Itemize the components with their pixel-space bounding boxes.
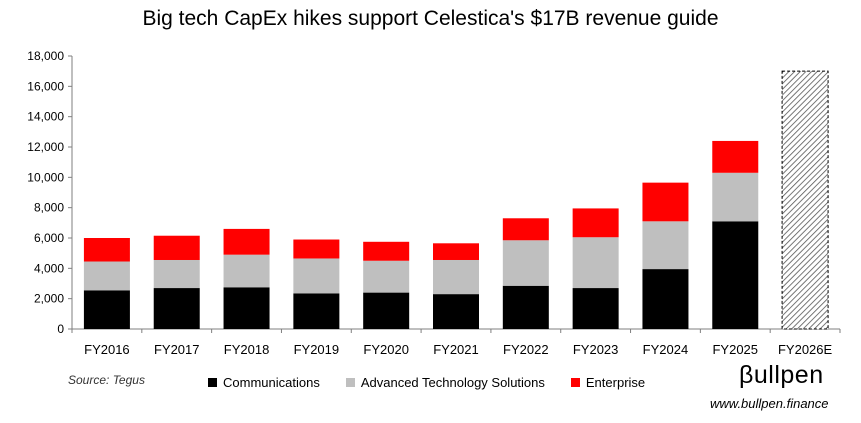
legend-label-enterprise: Enterprise <box>585 375 646 390</box>
legend-item-enterprise: Enterprise <box>570 375 646 390</box>
brand-url[interactable]: www.bullpen.finance <box>710 396 829 411</box>
bar-enterprise-fy2023 <box>572 208 619 238</box>
bar-communications-fy2019 <box>293 293 340 329</box>
x-tick-label: FY2017 <box>154 342 200 357</box>
bar-advanced-technology-solutions-fy2022 <box>502 240 549 286</box>
bar-enterprise-fy2021 <box>433 243 479 260</box>
y-tick-label: 4,000 <box>34 261 64 275</box>
bar-advanced-technology-solutions-fy2020 <box>363 260 410 293</box>
bar-communications-fy2022 <box>502 285 549 329</box>
bar-advanced-technology-solutions-fy2018 <box>223 254 270 288</box>
bar-advanced-technology-solutions-fy2017 <box>153 259 200 289</box>
bar-enterprise-fy2020 <box>363 241 410 261</box>
bar-enterprise-fy2019 <box>293 239 340 259</box>
bar-advanced-technology-solutions-fy2021 <box>433 259 479 295</box>
y-tick-label: 18,000 <box>27 49 64 63</box>
bar-communications-fy2025 <box>712 221 759 329</box>
bar-enterprise-fy2022 <box>502 218 549 241</box>
bar-enterprise-fy2016 <box>83 238 130 262</box>
bar-communications-fy2018 <box>223 287 270 329</box>
x-tick-label: FY2019 <box>294 342 340 357</box>
bar-communications-fy2016 <box>83 290 130 329</box>
y-tick-label: 10,000 <box>27 170 64 184</box>
x-tick-label: FY2026E <box>778 342 833 357</box>
x-tick-label: FY2021 <box>433 342 479 357</box>
bar-enterprise-fy2024 <box>642 182 689 222</box>
x-tick-label: FY2020 <box>363 342 409 357</box>
chart-title: Big tech CapEx hikes support Celestica's… <box>142 7 719 30</box>
source-note: Source: Tegus <box>68 373 145 387</box>
x-tick-label: FY2023 <box>573 342 619 357</box>
legend: Communications Advanced Technology Solut… <box>208 375 671 390</box>
legend-item-ats: Advanced Technology Solutions <box>345 375 545 390</box>
bar-advanced-technology-solutions-fy2023 <box>572 237 619 289</box>
legend-label-communications: Communications <box>223 375 320 390</box>
x-tick-label: FY2025 <box>712 342 758 357</box>
bar-guidance-fy2026e <box>781 70 829 330</box>
legend-label-ats: Advanced Technology Solutions <box>360 375 545 390</box>
y-tick-label: 6,000 <box>34 231 64 245</box>
x-tick-label: FY2024 <box>643 342 689 357</box>
x-tick-label: FY2022 <box>503 342 549 357</box>
bar-advanced-technology-solutions-fy2024 <box>642 221 689 270</box>
y-tick-label: 12,000 <box>27 140 64 154</box>
bar-communications-fy2023 <box>572 288 619 329</box>
bar-advanced-technology-solutions-fy2019 <box>293 258 340 294</box>
brand-logo: βullpen <box>739 361 824 389</box>
bar-enterprise-fy2017 <box>153 235 200 260</box>
legend-swatch-ats <box>345 378 355 387</box>
bar-advanced-technology-solutions-fy2025 <box>712 172 759 222</box>
bar-communications-fy2017 <box>153 288 200 329</box>
legend-swatch-communications <box>208 378 217 387</box>
legend-swatch-enterprise <box>570 378 580 387</box>
y-tick-label: 14,000 <box>27 110 64 124</box>
bar-communications-fy2021 <box>433 294 479 329</box>
bar-enterprise-fy2025 <box>712 140 759 173</box>
x-tick-label: FY2018 <box>224 342 270 357</box>
x-tick-label: FY2016 <box>84 342 130 357</box>
bar-advanced-technology-solutions-fy2016 <box>83 261 130 291</box>
y-tick-label: 0 <box>57 322 64 336</box>
legend-item-communications: Communications <box>208 375 320 390</box>
bar-enterprise-fy2018 <box>223 228 270 255</box>
y-tick-label: 8,000 <box>34 201 64 215</box>
y-tick-label: 2,000 <box>34 292 64 306</box>
bar-communications-fy2024 <box>642 269 689 329</box>
y-tick-label: 16,000 <box>27 79 64 93</box>
bar-communications-fy2020 <box>363 292 410 329</box>
